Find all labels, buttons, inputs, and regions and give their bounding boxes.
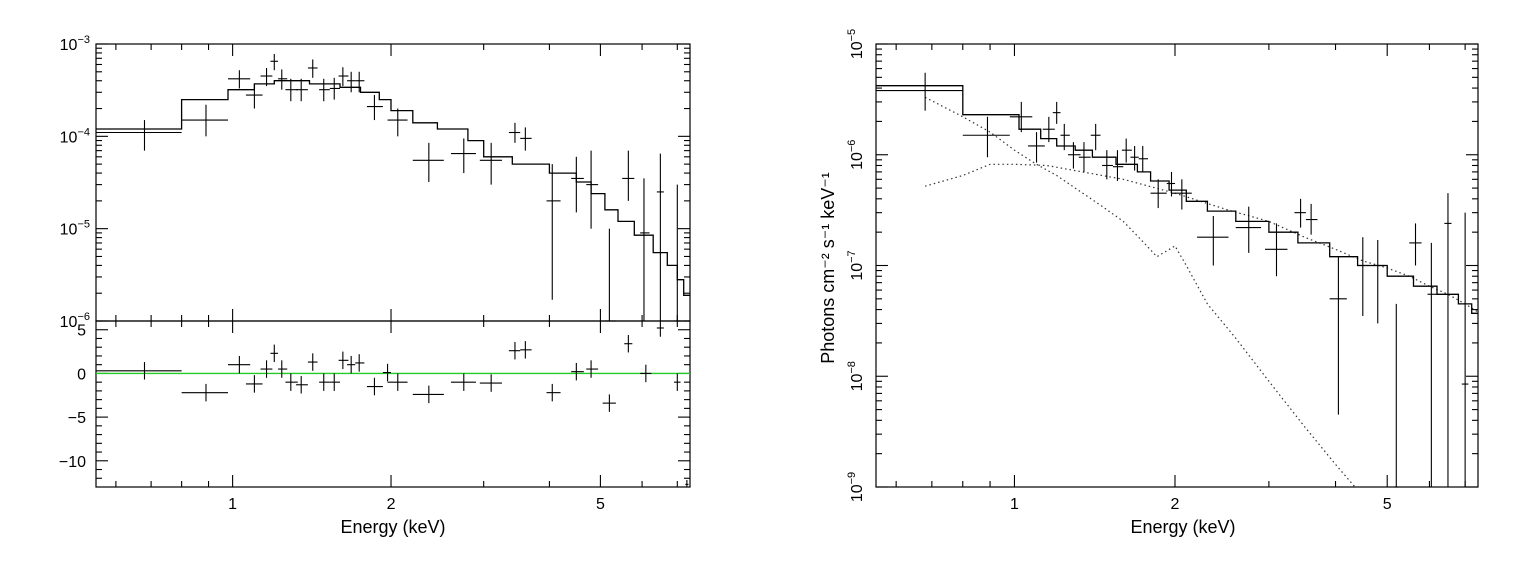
right-xtick-label: 2 — [1171, 496, 1180, 513]
left-bottom-ytick-label: 5 — [77, 323, 86, 340]
left-bottom-frame — [95, 320, 691, 488]
left-bottom-ytick-label: −5 — [68, 410, 86, 427]
right-ytick-label: 10−6 — [846, 140, 866, 170]
right-ytick-label: 10−9 — [846, 472, 866, 502]
left-top-model-line — [96, 80, 690, 296]
left-bottom-ytick-label: 0 — [77, 366, 86, 383]
right-model-line — [876, 85, 1478, 314]
right-x-axis-title: Energy (keV) — [1130, 517, 1235, 537]
right-xtick-label: 5 — [1383, 496, 1392, 513]
right-unfolded-spectrum-panel: 10−5 10−6 10−7 10−8 10−9 1 2 5 — [846, 29, 1479, 513]
left-spectrum-panel: 10−3 10−4 10−5 10−6 — [60, 34, 691, 331]
right-ytick-label: 10−7 — [846, 250, 866, 280]
left-residual-panel: 5 0 −5 −10 1 2 5 — [59, 320, 691, 513]
left-top-ytick-label: 10−3 — [60, 34, 90, 54]
left-x-axis-title: Energy (keV) — [340, 517, 445, 537]
left-top-ytick-label: 10−5 — [60, 219, 90, 239]
right-xtick-label: 1 — [1010, 496, 1019, 513]
left-xtick-label: 1 — [228, 496, 237, 513]
left-top-ytick-label: 10−4 — [60, 126, 90, 146]
right-ytick-label: 10−8 — [846, 361, 866, 391]
left-xtick-label: 5 — [596, 496, 605, 513]
right-y-axis-title: Photons cm⁻² s⁻¹ keV⁻¹ — [818, 172, 838, 364]
left-top-ytick-label: 10−6 — [60, 311, 90, 331]
right-model-component-low — [924, 163, 1479, 313]
left-bottom-ytick-label: −10 — [59, 454, 86, 471]
right-model-component-high — [924, 96, 1356, 488]
left-xtick-label: 2 — [387, 496, 396, 513]
right-ytick-label: 10−5 — [846, 29, 866, 59]
left-top-frame — [95, 43, 691, 322]
